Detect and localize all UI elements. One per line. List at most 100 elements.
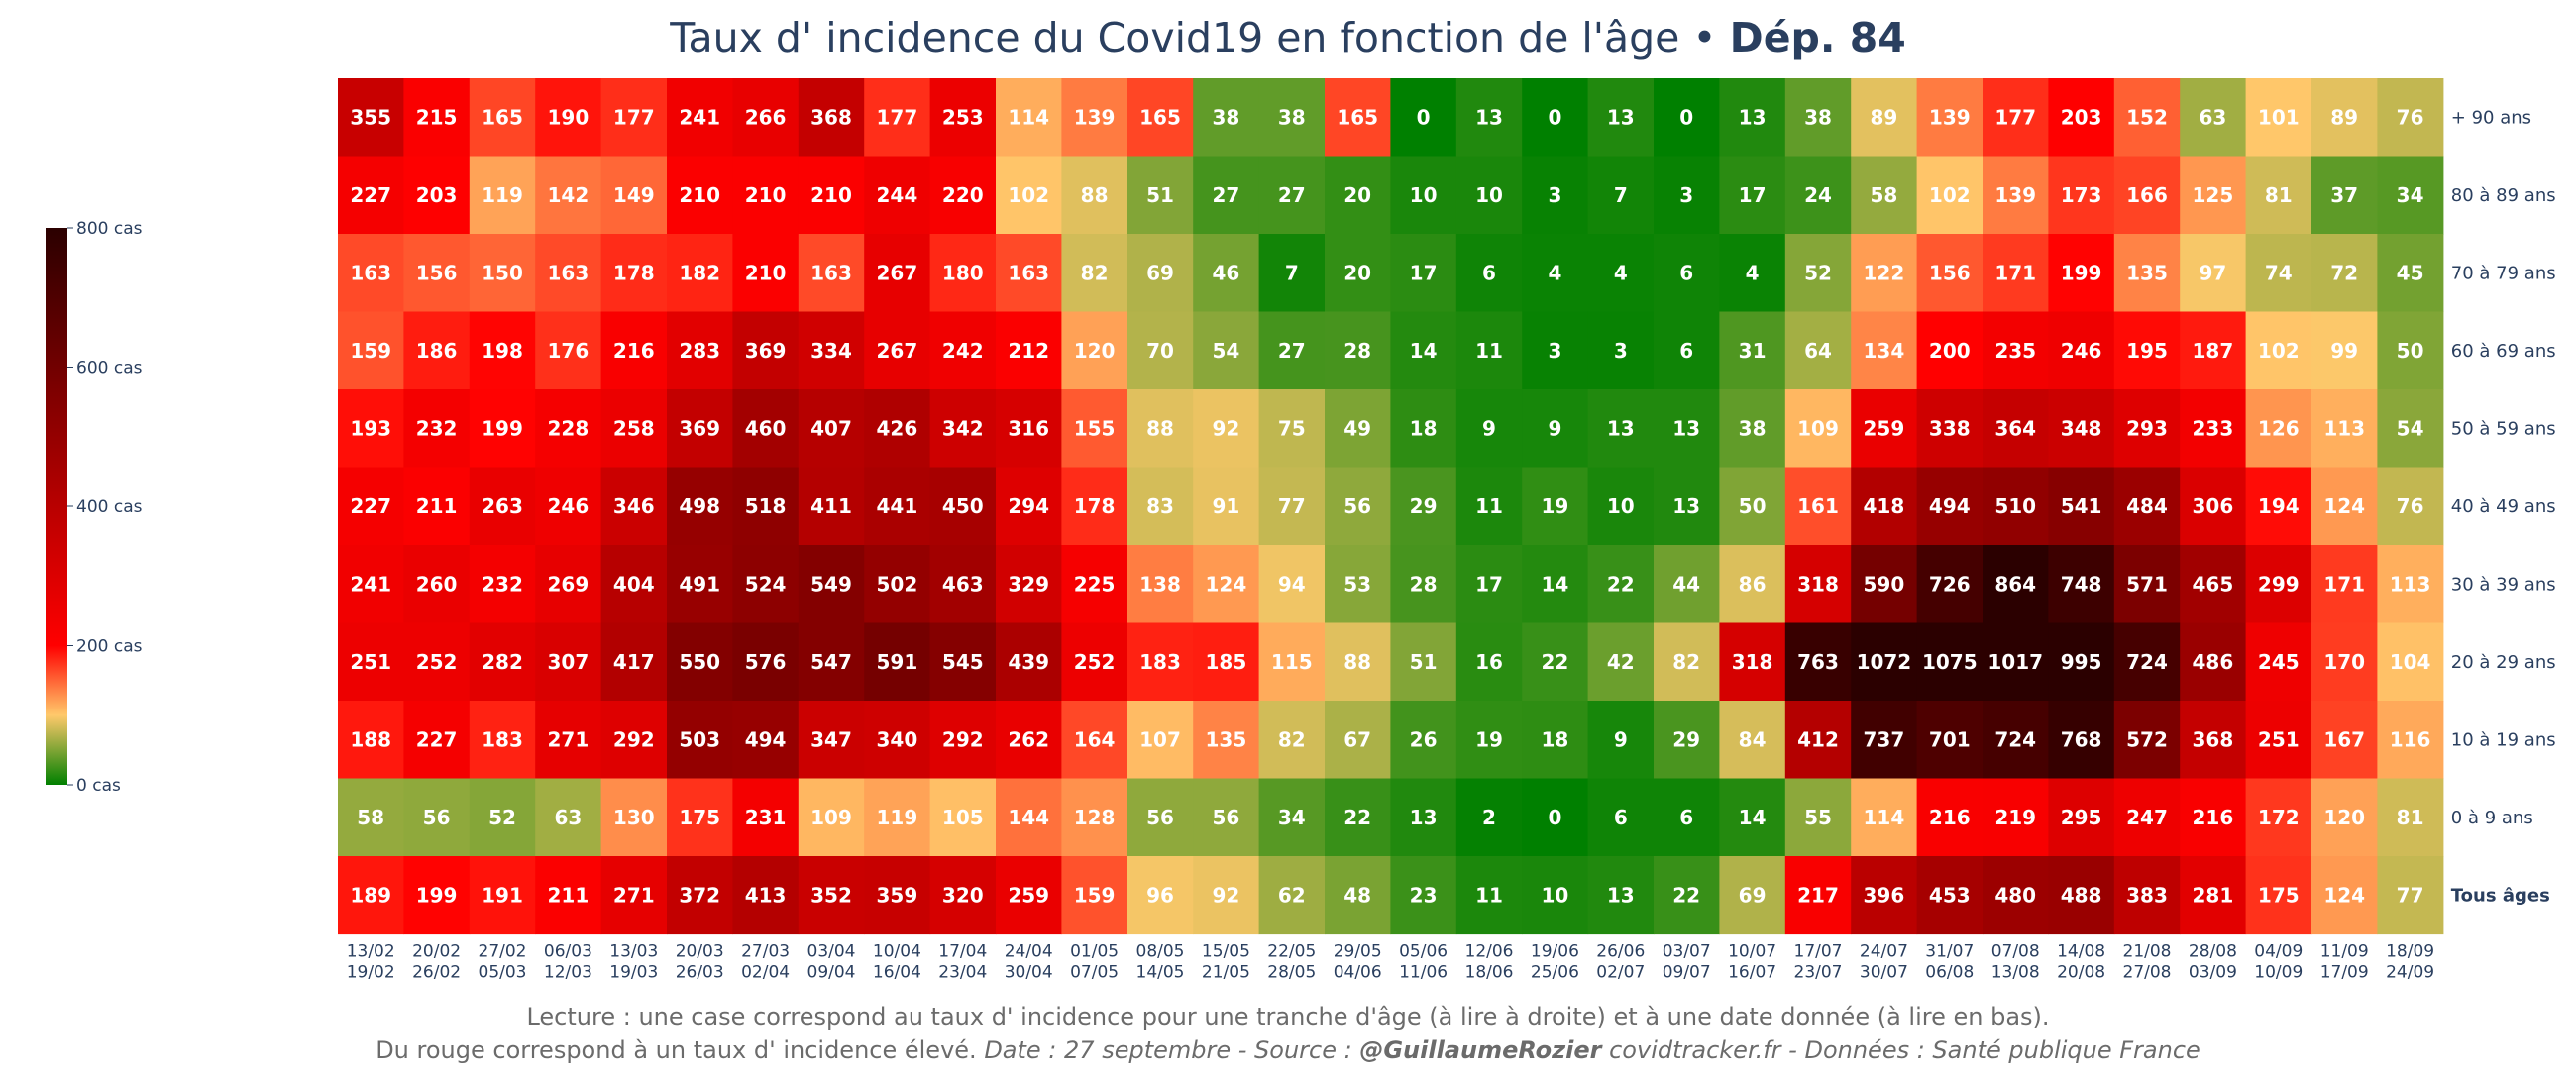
heatmap-cell-label: 22	[1343, 806, 1371, 829]
heatmap-cell	[403, 389, 471, 469]
heatmap-cell	[996, 389, 1062, 469]
heatmap-cell	[996, 856, 1062, 935]
heatmap-cell-label: 109	[810, 806, 852, 829]
heatmap-cell	[1061, 156, 1128, 235]
heatmap-cell-label: 190	[548, 105, 590, 129]
heatmap-cell-label: 144	[1008, 806, 1049, 829]
heatmap-cell	[600, 156, 668, 235]
heatmap-cell-label: 227	[416, 727, 458, 751]
heatmap-cell	[535, 389, 602, 469]
heatmap-cell-label: 189	[350, 883, 391, 907]
heatmap-cell-label: 10	[1541, 883, 1568, 907]
heatmap-cell	[1784, 622, 1852, 702]
heatmap-cell	[1061, 234, 1128, 313]
heatmap-cell	[1851, 545, 1918, 624]
heatmap-cell-label: 194	[2258, 494, 2300, 518]
heatmap-cell	[798, 622, 865, 702]
heatmap-cell-label: 210	[745, 261, 787, 284]
heatmap-cell-label: 266	[745, 105, 787, 129]
heatmap-cell-label: 104	[2390, 650, 2431, 674]
heatmap-cell	[1916, 778, 1984, 857]
heatmap-cell-label: 183	[482, 727, 523, 751]
heatmap-cell	[403, 622, 471, 702]
heatmap-cell-label: 19	[1541, 494, 1568, 518]
heatmap-cell	[1851, 467, 1918, 546]
heatmap-cell	[2113, 78, 2181, 158]
heatmap-cell-label: 590	[1864, 572, 1905, 596]
heatmap-cell-label: 10	[1607, 494, 1635, 518]
heatmap-cell-label: 494	[1929, 494, 1971, 518]
heatmap-cell	[2245, 311, 2312, 390]
x-tick-label: 05/06 11/06	[1399, 942, 1448, 983]
heatmap-cell-label: 541	[2061, 494, 2102, 518]
heatmap-cell-label: 14	[1739, 806, 1767, 829]
heatmap-cell	[2048, 856, 2115, 935]
heatmap-cell	[996, 234, 1062, 313]
heatmap-cell-label: 134	[1864, 339, 1905, 363]
heatmap-cell-label: 122	[1864, 261, 1905, 284]
heatmap-cell-label: 460	[745, 416, 787, 440]
heatmap-cell-label: 114	[1008, 105, 1049, 129]
heatmap-cell	[403, 467, 471, 546]
heatmap-cell-label: 227	[350, 494, 391, 518]
heatmap-cell-label: 359	[877, 883, 918, 907]
heatmap-cell	[1587, 78, 1655, 158]
heatmap-cell-label: 188	[350, 727, 391, 751]
heatmap-cell	[996, 467, 1062, 546]
heatmap-cell	[798, 311, 865, 390]
heatmap-cell	[403, 311, 471, 390]
heatmap-cell	[1983, 856, 2049, 935]
heatmap-cell-label: 338	[1929, 416, 1971, 440]
heatmap-cell	[1654, 856, 1720, 935]
heatmap-cell	[996, 311, 1062, 390]
heatmap-cell	[1784, 78, 1852, 158]
heatmap-cell	[1587, 622, 1655, 702]
heatmap-cell-label: 417	[613, 650, 655, 674]
heatmap-cell	[667, 78, 733, 158]
heatmap-cell-label: 13	[1739, 105, 1767, 129]
heatmap-cell	[1851, 311, 1918, 390]
heatmap-cell	[2180, 156, 2247, 235]
footer-reading-note: Lecture : une case correspond au taux d'…	[526, 1003, 2050, 1031]
heatmap-cell	[996, 778, 1062, 857]
heatmap-cells	[338, 78, 2444, 935]
heatmap-cell	[2245, 234, 2312, 313]
heatmap-cell	[2113, 856, 2181, 935]
heatmap-cell	[1390, 78, 1457, 158]
heatmap-cell-label: 89	[1870, 105, 1897, 129]
heatmap-cell	[535, 701, 602, 780]
heatmap-cell-label: 45	[2397, 261, 2424, 284]
heatmap-cell-label: 294	[1008, 494, 1049, 518]
heatmap-cell	[1916, 78, 1984, 158]
heatmap-cell-label: 29	[1410, 494, 1438, 518]
heatmap-cell-label: 13	[1607, 105, 1635, 129]
heatmap-cell-label: 115	[1271, 650, 1313, 674]
heatmap-cell-label: 38	[1278, 105, 1306, 129]
heatmap-cell-label: 102	[1929, 183, 1971, 207]
heatmap-cell-label: 1072	[1857, 650, 1912, 674]
heatmap-cell-label: 252	[416, 650, 458, 674]
heatmap-cell-label: 64	[1804, 339, 1832, 363]
heatmap-cell-label: 28	[1343, 339, 1371, 363]
y-tick-label: 50 à 59 ans	[2451, 418, 2556, 439]
heatmap-cell-label: 233	[2193, 416, 2234, 440]
heatmap-cell	[1061, 622, 1128, 702]
x-tick-label: 24/04 30/04	[1005, 942, 1053, 983]
heatmap-cell-label: 178	[613, 261, 655, 284]
heatmap-cell-label: 4	[1746, 261, 1760, 284]
heatmap-cell-label: 195	[2126, 339, 2168, 363]
heatmap-cell	[1587, 156, 1655, 235]
heatmap-cell	[1325, 778, 1391, 857]
heatmap-cell-label: 216	[2193, 806, 2234, 829]
heatmap-cell-label: 412	[1797, 727, 1839, 751]
heatmap-cell-label: 83	[1146, 494, 1174, 518]
x-tick-label: 31/07 06/08	[1925, 942, 1974, 983]
heatmap-cell-label: 46	[1212, 261, 1239, 284]
heatmap-cell	[1455, 467, 1523, 546]
heatmap-cell-label: 130	[613, 806, 655, 829]
heatmap-cell-label: 494	[745, 727, 787, 751]
heatmap-cell-label: 198	[482, 339, 523, 363]
heatmap-cell-label: 426	[877, 416, 918, 440]
heatmap-cell	[1061, 701, 1128, 780]
heatmap-cell-label: 235	[1994, 339, 2036, 363]
